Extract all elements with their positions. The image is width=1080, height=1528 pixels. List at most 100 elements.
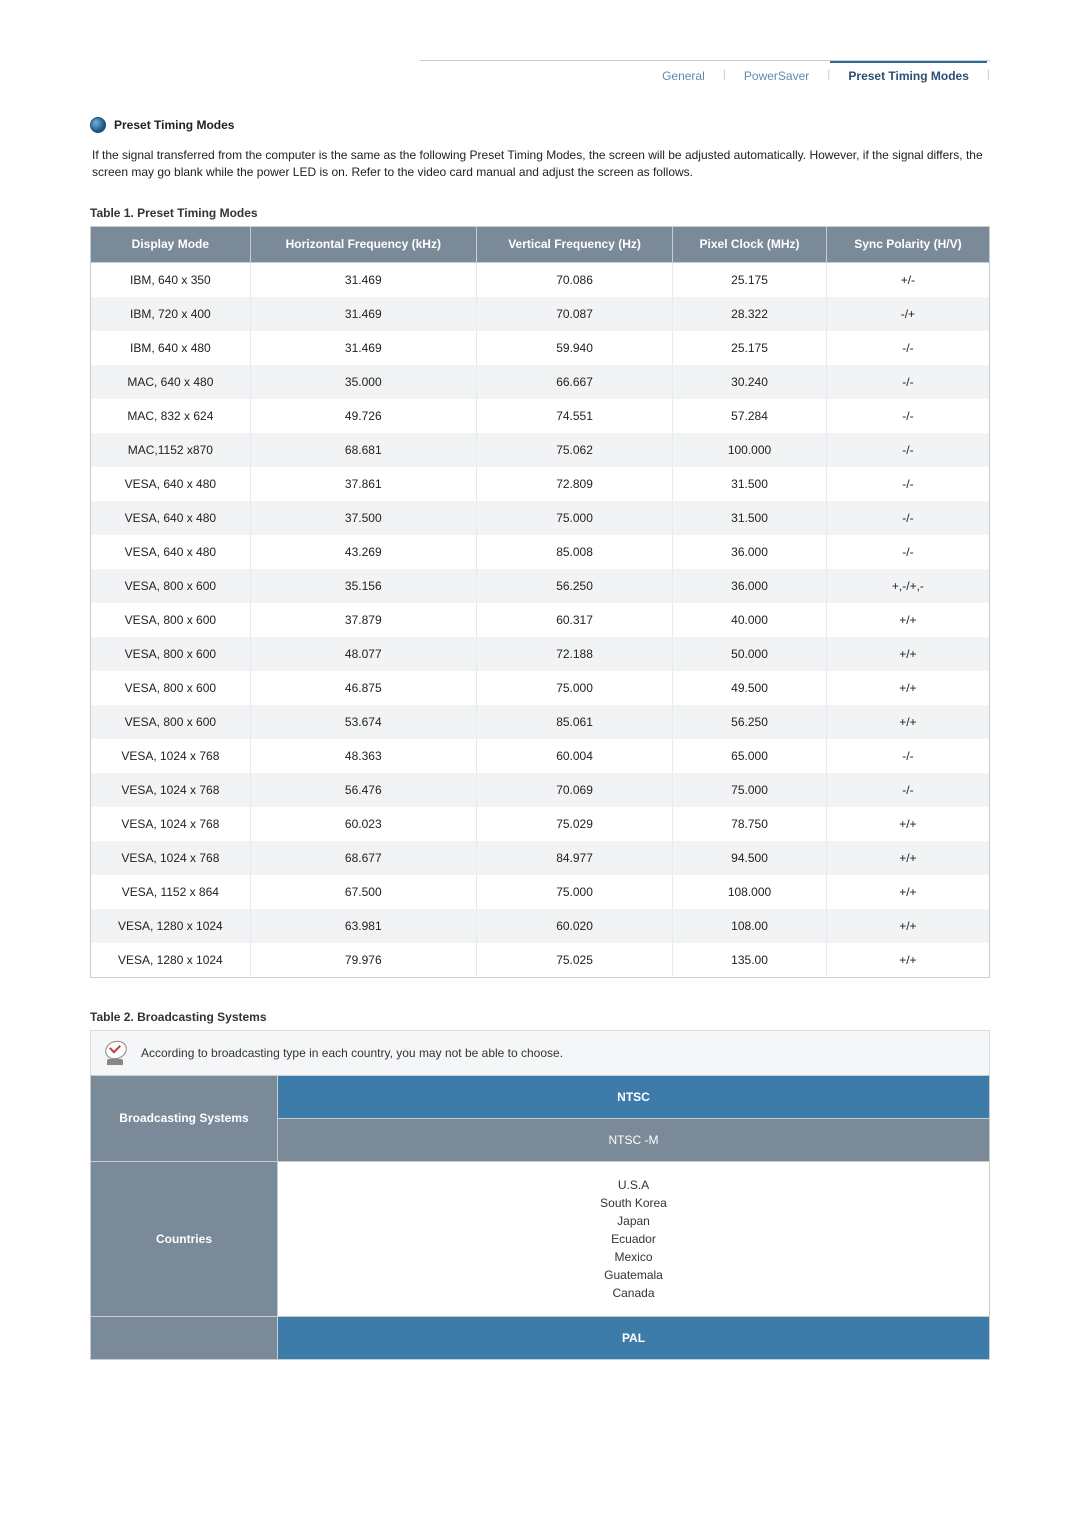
pal-header: PAL: [278, 1317, 990, 1360]
table-row: VESA, 1152 x 86467.50075.000108.000+/+: [91, 875, 990, 909]
table-cell: 37.500: [250, 501, 476, 535]
table-cell: IBM, 720 x 400: [91, 297, 251, 331]
table-cell: -/-: [826, 399, 989, 433]
table-cell: 28.322: [673, 297, 827, 331]
table-cell: VESA, 640 x 480: [91, 467, 251, 501]
col-sync-polarity: Sync Polarity (H/V): [826, 226, 989, 263]
table-cell: 56.476: [250, 773, 476, 807]
table-cell: 49.726: [250, 399, 476, 433]
table-cell: 94.500: [673, 841, 827, 875]
note-icon: [103, 1041, 127, 1065]
table-cell: VESA, 1024 x 768: [91, 739, 251, 773]
preset-timing-table: Display Mode Horizontal Frequency (kHz) …: [90, 226, 990, 979]
table-cell: 30.240: [673, 365, 827, 399]
table-row: VESA, 800 x 60046.87575.00049.500+/+: [91, 671, 990, 705]
table-cell: 56.250: [673, 705, 827, 739]
table-cell: VESA, 1024 x 768: [91, 807, 251, 841]
tab-preset-timing-modes[interactable]: Preset Timing Modes: [830, 61, 986, 87]
table-cell: 72.188: [476, 637, 672, 671]
table-cell: 60.023: [250, 807, 476, 841]
table-cell: +/+: [826, 603, 989, 637]
table-cell: 65.000: [673, 739, 827, 773]
table-row: MAC, 640 x 48035.00066.66730.240-/-: [91, 365, 990, 399]
table-cell: VESA, 800 x 600: [91, 569, 251, 603]
table-row: VESA, 800 x 60053.67485.06156.250+/+: [91, 705, 990, 739]
table-cell: +/+: [826, 841, 989, 875]
table-cell: 75.000: [476, 875, 672, 909]
table-cell: 60.004: [476, 739, 672, 773]
tab-powersaver[interactable]: PowerSaver: [726, 61, 827, 87]
col-vert-freq: Vertical Frequency (Hz): [476, 226, 672, 263]
table-cell: 70.069: [476, 773, 672, 807]
table2-note: According to broadcasting type in each c…: [90, 1030, 990, 1076]
table-cell: 57.284: [673, 399, 827, 433]
table-cell: 43.269: [250, 535, 476, 569]
table-cell: 108.000: [673, 875, 827, 909]
table-cell: IBM, 640 x 480: [91, 331, 251, 365]
table-cell: -/-: [826, 773, 989, 807]
table-cell: +/+: [826, 671, 989, 705]
table-cell: 75.062: [476, 433, 672, 467]
table-row: MAC,1152 x87068.68175.062100.000-/-: [91, 433, 990, 467]
top-tabs: General | PowerSaver | Preset Timing Mod…: [420, 60, 990, 87]
table-cell: 60.317: [476, 603, 672, 637]
table1-caption: Table 1. Preset Timing Modes: [90, 206, 990, 220]
table-cell: 40.000: [673, 603, 827, 637]
table-cell: 70.086: [476, 263, 672, 298]
table-cell: -/-: [826, 467, 989, 501]
table-cell: 85.008: [476, 535, 672, 569]
table-cell: VESA, 800 x 600: [91, 671, 251, 705]
col-horiz-freq: Horizontal Frequency (kHz): [250, 226, 476, 263]
table-cell: 31.500: [673, 501, 827, 535]
table-cell: 31.469: [250, 263, 476, 298]
table-cell: VESA, 640 x 480: [91, 535, 251, 569]
table-cell: -/-: [826, 739, 989, 773]
table-row: VESA, 1024 x 76856.47670.06975.000-/-: [91, 773, 990, 807]
table-cell: VESA, 1024 x 768: [91, 773, 251, 807]
table-row: VESA, 800 x 60037.87960.31740.000+/+: [91, 603, 990, 637]
table-cell: 72.809: [476, 467, 672, 501]
table-cell: 79.976: [250, 943, 476, 978]
table-cell: -/-: [826, 535, 989, 569]
table-cell: VESA, 640 x 480: [91, 501, 251, 535]
tab-general[interactable]: General: [644, 61, 723, 87]
table-cell: 25.175: [673, 263, 827, 298]
table-row: VESA, 800 x 60035.15656.25036.000+,-/+,-: [91, 569, 990, 603]
table-row: VESA, 1024 x 76868.67784.97794.500+/+: [91, 841, 990, 875]
table-cell: +/+: [826, 807, 989, 841]
table-cell: 37.861: [250, 467, 476, 501]
intro-paragraph: If the signal transferred from the compu…: [92, 147, 990, 182]
table-cell: +/+: [826, 909, 989, 943]
table-cell: 100.000: [673, 433, 827, 467]
table-cell: 60.020: [476, 909, 672, 943]
table-cell: 31.469: [250, 331, 476, 365]
table-cell: 70.087: [476, 297, 672, 331]
table-cell: 75.029: [476, 807, 672, 841]
row-label-blank: [91, 1317, 278, 1360]
bullet-icon: [90, 117, 106, 133]
table-row: VESA, 640 x 48043.26985.00836.000-/-: [91, 535, 990, 569]
table-cell: 68.677: [250, 841, 476, 875]
table-row: VESA, 1280 x 102463.98160.020108.00+/+: [91, 909, 990, 943]
table-cell: IBM, 640 x 350: [91, 263, 251, 298]
table-cell: MAC, 832 x 624: [91, 399, 251, 433]
col-pixel-clock: Pixel Clock (MHz): [673, 226, 827, 263]
ntsc-header: NTSC: [278, 1076, 990, 1119]
table-row: VESA, 800 x 60048.07772.18850.000+/+: [91, 637, 990, 671]
table-row: VESA, 640 x 48037.50075.00031.500-/-: [91, 501, 990, 535]
table-cell: 36.000: [673, 535, 827, 569]
table-cell: VESA, 1280 x 1024: [91, 943, 251, 978]
table-row: IBM, 640 x 48031.46959.94025.175-/-: [91, 331, 990, 365]
table-cell: 36.000: [673, 569, 827, 603]
table-cell: 48.077: [250, 637, 476, 671]
table-cell: 84.977: [476, 841, 672, 875]
table-cell: 85.061: [476, 705, 672, 739]
table-cell: MAC,1152 x870: [91, 433, 251, 467]
row-label-countries: Countries: [91, 1162, 278, 1317]
table-cell: -/-: [826, 331, 989, 365]
table-cell: 46.875: [250, 671, 476, 705]
table-cell: 35.156: [250, 569, 476, 603]
table2-caption: Table 2. Broadcasting Systems: [90, 1010, 990, 1024]
countries-cell: U.S.ASouth KoreaJapanEcuadorMexicoGuatem…: [278, 1162, 990, 1317]
table-cell: 135.00: [673, 943, 827, 978]
